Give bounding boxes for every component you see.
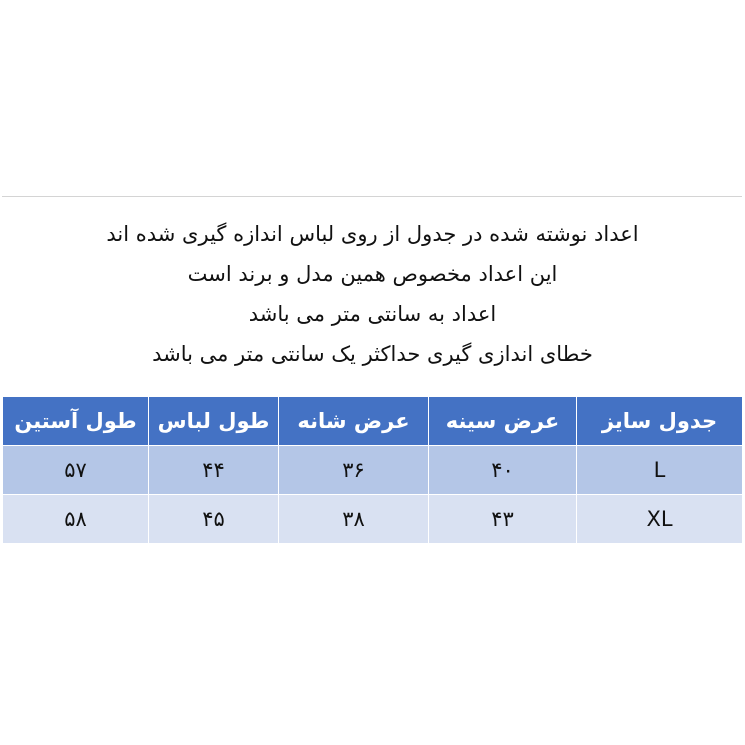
cell-size: L — [576, 445, 743, 495]
header-chest-width: عرض سینه — [428, 396, 577, 446]
header-size: جدول سایز — [576, 396, 743, 446]
header-sleeve-length: طول آستین — [2, 396, 149, 446]
size-table: جدول سایز عرض سینه عرض شانه طول لباس طول… — [2, 396, 743, 544]
cell-shoulder: ۳۶ — [278, 445, 429, 495]
size-notes: اعداد نوشته شده در جدول از روی لباس اندا… — [0, 214, 745, 374]
cell-chest: ۴۳ — [428, 494, 577, 544]
header-shoulder-width: عرض شانه — [278, 396, 429, 446]
note-line: این اعداد مخصوص همین مدل و برند است — [187, 262, 558, 286]
note-line: خطای اندازی گیری حداکثر یک سانتی متر می … — [152, 342, 593, 366]
table-header-row: جدول سایز عرض سینه عرض شانه طول لباس طول… — [2, 396, 743, 446]
note-line: اعداد نوشته شده در جدول از روی لباس اندا… — [106, 222, 639, 246]
header-garment-length: طول لباس — [148, 396, 279, 446]
table-row: L ۴۰ ۳۶ ۴۴ ۵۷ — [2, 445, 743, 495]
cell-size: XL — [576, 494, 743, 544]
content-frame — [2, 196, 742, 397]
table-row: XL ۴۳ ۳۸ ۴۵ ۵۸ — [2, 494, 743, 544]
cell-length: ۴۵ — [148, 494, 279, 544]
note-line: اعداد به سانتی متر می باشد — [248, 302, 497, 326]
cell-sleeve: ۵۸ — [2, 494, 149, 544]
cell-length: ۴۴ — [148, 445, 279, 495]
cell-shoulder: ۳۸ — [278, 494, 429, 544]
cell-chest: ۴۰ — [428, 445, 577, 495]
cell-sleeve: ۵۷ — [2, 445, 149, 495]
